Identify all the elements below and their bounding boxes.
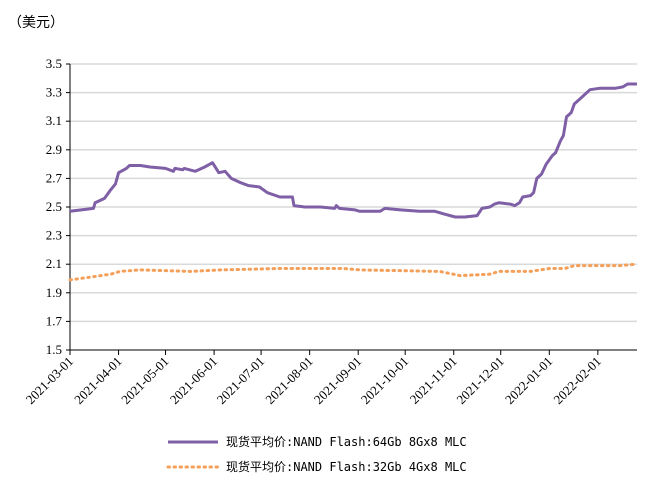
y-tick-label: 2.3	[46, 228, 62, 243]
y-tick-label: 3.3	[46, 85, 62, 100]
x-tick-label: 2021-11-01	[407, 354, 460, 407]
x-tick-label: 2021-05-01	[118, 354, 172, 408]
y-tick-label: 2.7	[46, 170, 63, 185]
x-tick-label: 2021-12-01	[453, 354, 507, 408]
series-line-32gb	[68, 262, 639, 282]
x-tick-label: 2021-09-01	[311, 354, 365, 408]
x-tick-label: 2021-07-01	[214, 354, 268, 408]
legend-label-64gb: 现货平均价:NAND Flash:64Gb 8Gx8 MLC	[226, 434, 467, 449]
x-tick-label: 2021-06-01	[167, 354, 221, 408]
y-tick-label: 2.5	[46, 199, 62, 214]
x-tick-label: 2021-04-01	[71, 354, 125, 408]
legend: 现货平均价:NAND Flash:64Gb 8Gx8 MLC 现货平均价:NAN…	[166, 434, 467, 474]
y-tick-label: 2.1	[46, 256, 62, 271]
y-tick-label: 1.7	[46, 313, 63, 328]
y-tick-label: 1.9	[46, 285, 62, 300]
x-tick-label: 2022-01-01	[502, 354, 556, 408]
y-tick-label: 2.9	[46, 142, 62, 157]
series-line-64gb	[69, 82, 637, 219]
x-tick-label: 2022-02-01	[550, 354, 604, 408]
legend-label-32gb: 现货平均价:NAND Flash:32Gb 4Gx8 MLC	[226, 459, 467, 474]
unit-label: （美元）	[8, 15, 64, 31]
x-tick-label: 2021-03-01	[23, 354, 77, 408]
y-tick-label: 1.5	[46, 342, 62, 357]
x-tick-label: 2021-08-01	[262, 354, 316, 408]
y-tick-label: 3.1	[46, 113, 62, 128]
x-tick-label: 2021-10-01	[358, 354, 412, 408]
y-tick-label: 3.5	[46, 56, 62, 71]
